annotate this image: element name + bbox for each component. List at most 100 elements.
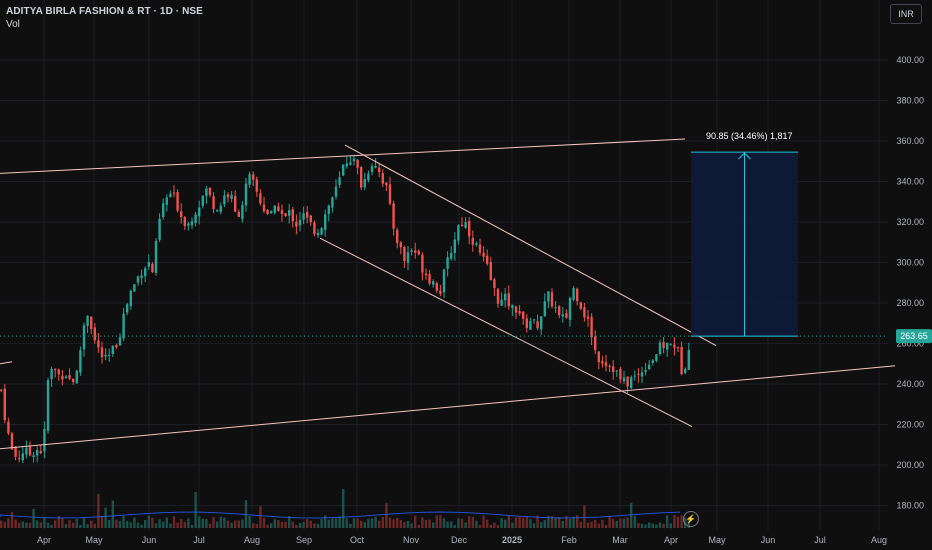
candle: [118, 337, 122, 346]
volume-bar: [536, 515, 539, 528]
volume-bar: [122, 515, 125, 528]
candle: [349, 162, 352, 165]
volume-bar: [518, 516, 521, 528]
volume-bar: [543, 520, 546, 528]
volume-bar: [18, 522, 21, 528]
candle: [237, 211, 240, 218]
candle: [590, 316, 593, 338]
volume-bar: [457, 518, 460, 528]
volume-bar: [673, 515, 676, 528]
volume-bar: [298, 522, 302, 528]
candle: [432, 281, 435, 285]
candle: [21, 453, 24, 461]
candle: [36, 450, 39, 456]
candle: [543, 301, 546, 317]
candle: [687, 350, 690, 370]
volume-bar: [43, 517, 46, 528]
candle: [673, 344, 676, 348]
volume-bar: [478, 524, 482, 528]
volume-bar: [554, 517, 557, 528]
candle: [586, 316, 590, 319]
candle: [266, 209, 269, 215]
candle: [18, 458, 21, 460]
volume-bar: [277, 520, 280, 528]
volume-bar: [54, 520, 57, 528]
candle: [302, 213, 305, 220]
candle: [144, 268, 147, 277]
volume-bar: [482, 515, 485, 528]
volume-bar: [669, 523, 672, 528]
candle: [396, 230, 399, 244]
x-tick-label: Jul: [814, 535, 826, 545]
volume-bar: [525, 516, 528, 528]
volume-bar: [216, 521, 219, 528]
volume-bar: [273, 519, 276, 528]
volume-bar: [363, 522, 366, 528]
volume-label[interactable]: Vol: [6, 19, 20, 30]
trendline: [319, 237, 693, 427]
volume-bar: [626, 517, 629, 528]
candle: [50, 368, 53, 380]
x-tick-label: Sep: [296, 535, 312, 545]
candle: [403, 247, 406, 262]
symbol-header[interactable]: ADITYA BIRLA FASHION & RT · 1D · NSE: [6, 6, 203, 17]
volume-bar: [633, 515, 636, 528]
volume-bar: [374, 516, 377, 528]
volume-bar: [266, 524, 269, 528]
volume-bar: [514, 517, 518, 528]
candle: [424, 273, 428, 276]
candle: [190, 221, 194, 226]
currency-button[interactable]: INR: [890, 4, 922, 24]
volume-bar: [547, 515, 550, 528]
candle: [356, 159, 359, 168]
volume-bar: [558, 517, 561, 528]
volume-bar: [46, 522, 50, 528]
volume-bar: [7, 518, 10, 528]
volume-bar: [396, 517, 399, 528]
volume-bar: [90, 520, 93, 528]
volume-bar: [522, 517, 525, 528]
candle: [428, 274, 431, 284]
lightning-icon[interactable]: ⚡: [683, 511, 699, 527]
volume-bar: [244, 500, 248, 528]
volume-bar: [39, 522, 42, 528]
candle: [399, 242, 402, 248]
candle: [252, 174, 255, 180]
candle: [198, 207, 201, 217]
volume-bar: [118, 521, 122, 528]
volume-bar: [590, 521, 593, 528]
candle: [327, 205, 330, 214]
x-tick-label: Aug: [871, 535, 887, 545]
candle: [288, 210, 291, 216]
x-tick-label: 2025: [502, 535, 522, 545]
candle: [482, 252, 485, 257]
volume-bar: [619, 518, 622, 528]
candle: [248, 174, 251, 185]
volume-bar: [450, 521, 453, 528]
x-tick-label: May: [85, 535, 103, 545]
candle: [64, 376, 68, 379]
volume-bar: [399, 519, 402, 528]
volume-bar: [352, 518, 356, 528]
volume-bar: [410, 523, 413, 528]
volume-bar: [489, 524, 492, 528]
candle: [669, 343, 672, 345]
candle: [352, 158, 356, 162]
candle: [226, 194, 230, 198]
candle: [270, 210, 273, 214]
candle: [32, 455, 35, 458]
candle: [158, 218, 161, 240]
candle: [388, 184, 392, 204]
volume-bar: [226, 520, 230, 528]
y-tick-label: 360.00: [896, 136, 924, 146]
volume-bar: [676, 516, 680, 528]
candle: [316, 232, 320, 236]
candle: [619, 368, 622, 380]
candle: [244, 183, 248, 206]
x-tick-label: Apr: [664, 535, 678, 545]
measure-arrowhead: [738, 152, 751, 160]
volume-bar: [356, 518, 359, 528]
candle: [75, 370, 78, 384]
volume-bar: [176, 522, 179, 528]
